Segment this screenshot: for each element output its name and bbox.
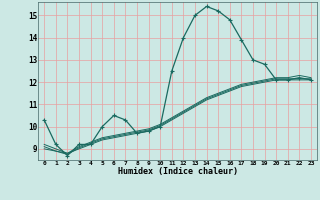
X-axis label: Humidex (Indice chaleur): Humidex (Indice chaleur) bbox=[118, 167, 238, 176]
